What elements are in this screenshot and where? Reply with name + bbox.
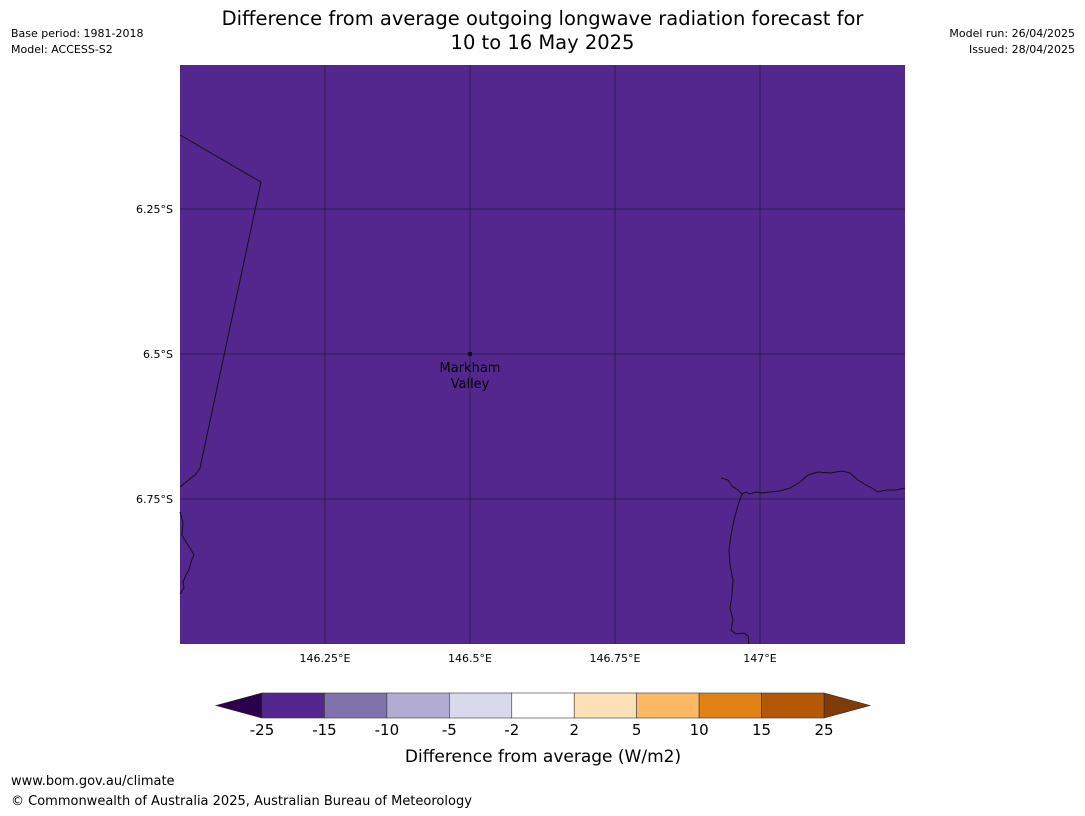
colorbar-segment [449, 692, 513, 719]
colorbar-tick-label: 15 [752, 721, 771, 739]
colorbar-tick-label: -25 [250, 721, 275, 739]
lat-label-6-25: 6.25°S [136, 203, 173, 216]
title-line-2: 10 to 16 May 2025 [450, 31, 635, 54]
colorbar-tick-label: -10 [375, 721, 400, 739]
river-line [728, 493, 750, 645]
colorbar-tick-label: -15 [312, 721, 337, 739]
footer-url[interactable]: www.bom.gov.au/climate [11, 774, 175, 789]
lon-label-146-25: 146.25°E [300, 652, 351, 665]
markham-valley-marker [468, 352, 472, 356]
province-boundary-line [179, 134, 262, 488]
graticule [180, 65, 905, 644]
footer-copyright: © Commonwealth of Australia 2025, Austra… [11, 794, 472, 809]
colorbar: -25 -15 -10 -5 -2 2 5 10 15 25 [214, 692, 872, 739]
base-period-text: Base period: 1981-2018 [11, 27, 144, 40]
colorbar-tick-label: 10 [690, 721, 709, 739]
colorbar-segment [386, 692, 450, 719]
lat-label-6-5: 6.5°S [143, 348, 173, 361]
place-label-line-2: Valley [451, 377, 490, 392]
colorbar-segment [573, 692, 637, 719]
colorbar-segment [511, 692, 575, 719]
map-area[interactable] [180, 65, 905, 644]
model-text: Model: ACCESS-S2 [11, 43, 113, 56]
header-right-info: Model run: 26/04/2025 Issued: 28/04/2025 [949, 26, 1075, 58]
colorbar-over-arrow [823, 692, 872, 719]
place-label-line-1: Markham [440, 361, 501, 376]
lon-label-147: 147°E [743, 652, 776, 665]
colorbar-segment [636, 692, 700, 719]
colorbar-title: Difference from average (W/m2) [405, 747, 681, 767]
colorbar-tick-label: 2 [569, 721, 579, 739]
colorbar-segment [698, 692, 762, 719]
coastlines [179, 134, 906, 645]
lon-label-146-75: 146.75°E [590, 652, 641, 665]
lon-label-146-5: 146.5°E [448, 652, 492, 665]
title-line-1: Difference from average outgoing longwav… [221, 7, 864, 30]
lat-label-6-75: 6.75°S [136, 493, 173, 506]
map-title: Difference from average outgoing longwav… [180, 7, 905, 55]
colorbar-tick-label: 5 [632, 721, 642, 739]
colorbar-segment [761, 692, 825, 719]
colorbar-under-arrow [214, 692, 263, 719]
coastline-west [179, 511, 195, 595]
colorbar-segment [261, 692, 325, 719]
header-left-info: Base period: 1981-2018 Model: ACCESS-S2 [11, 26, 143, 58]
colorbar-tick-label: 25 [814, 721, 833, 739]
colorbar-tick-label: -2 [504, 721, 519, 739]
colorbar-tick-label: -5 [442, 721, 457, 739]
model-run-text: Model run: 26/04/2025 [949, 27, 1075, 40]
issued-text: Issued: 28/04/2025 [968, 43, 1075, 56]
colorbar-segment [324, 692, 388, 719]
